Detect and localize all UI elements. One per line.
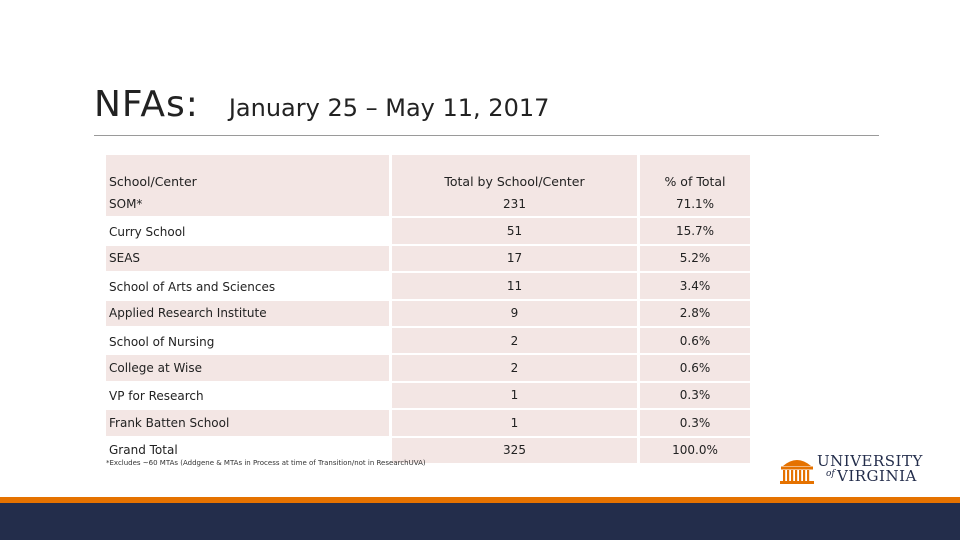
percent-cell: 5.2% xyxy=(637,245,750,274)
table-row: SEAS 17 5.2% xyxy=(106,245,750,274)
percent-cell: 71.1% xyxy=(637,191,750,219)
header-school: School/Center xyxy=(106,155,389,191)
table-row: Frank Batten School 1 0.3% xyxy=(106,410,750,438)
school-cell: Frank Batten School xyxy=(106,410,389,438)
footer-accent-band xyxy=(0,497,960,503)
total-cell: 51 xyxy=(389,218,637,246)
school-cell: VP for Research xyxy=(109,389,204,404)
total-cell: 2 xyxy=(389,327,637,356)
logo-virginia-text: VIRGINIA xyxy=(837,467,917,485)
school-cell: SOM* xyxy=(106,191,389,219)
rotunda-icon xyxy=(780,460,814,484)
title-main: NFAs: xyxy=(94,84,199,125)
table-row: SOM* 231 71.1% xyxy=(106,191,750,219)
grand-total-row: Grand Total 325 100.0% xyxy=(106,437,750,463)
table-row: School of Arts and Sciences 11 3.4% xyxy=(106,273,750,301)
school-cell: School of Nursing xyxy=(109,334,215,349)
table-row: Curry School 51 15.7% xyxy=(106,218,750,246)
total-cell: 17 xyxy=(389,245,637,274)
logo-of-text: of xyxy=(826,469,835,479)
school-cell: Curry School xyxy=(109,225,186,240)
school-cell: College at Wise xyxy=(106,355,389,383)
logo-university-text: UNIVERSITY xyxy=(817,452,923,470)
table-header-row: School/Center Total by School/Center % o… xyxy=(106,155,750,191)
school-cell: School of Arts and Sciences xyxy=(109,279,276,294)
total-cell: 2 xyxy=(389,355,637,383)
percent-cell: 0.6% xyxy=(637,355,750,383)
table-row: VP for Research 1 0.3% xyxy=(106,382,750,411)
header-percent: % of Total xyxy=(637,155,750,191)
title-divider xyxy=(94,135,879,136)
total-cell: 9 xyxy=(389,300,637,328)
percent-cell: 0.3% xyxy=(637,410,750,438)
table-row: School of Nursing 2 0.6% xyxy=(106,327,750,356)
percent-cell: 3.4% xyxy=(637,273,750,301)
percent-cell: 2.8% xyxy=(637,300,750,328)
footnote: *Excludes ~60 MTAs (Addgene & MTAs in Pr… xyxy=(106,459,426,467)
nfa-table: School/Center Total by School/Center % o… xyxy=(106,155,750,463)
school-cell: Grand Total xyxy=(109,443,178,458)
slide-title: NFAs: January 25 – May 11, 2017 xyxy=(94,84,549,125)
total-cell: 231 xyxy=(389,191,637,219)
title-date-range: January 25 – May 11, 2017 xyxy=(228,94,550,122)
total-cell: 1 xyxy=(389,410,637,438)
header-total: Total by School/Center xyxy=(389,155,637,191)
table-row: Applied Research Institute 9 2.8% xyxy=(106,300,750,328)
uva-logo: UNIVERSITY of VIRGINIA xyxy=(779,452,939,486)
percent-cell: 100.0% xyxy=(637,437,750,463)
total-cell: 1 xyxy=(389,382,637,411)
total-cell: 325 xyxy=(389,437,637,463)
percent-cell: 15.7% xyxy=(637,218,750,246)
percent-cell: 0.6% xyxy=(637,327,750,356)
total-cell: 11 xyxy=(389,273,637,301)
school-cell: Applied Research Institute xyxy=(106,300,389,328)
table-row: College at Wise 2 0.6% xyxy=(106,355,750,383)
school-cell: SEAS xyxy=(106,245,389,274)
footer-navy-band xyxy=(0,503,960,540)
percent-cell: 0.3% xyxy=(637,382,750,411)
